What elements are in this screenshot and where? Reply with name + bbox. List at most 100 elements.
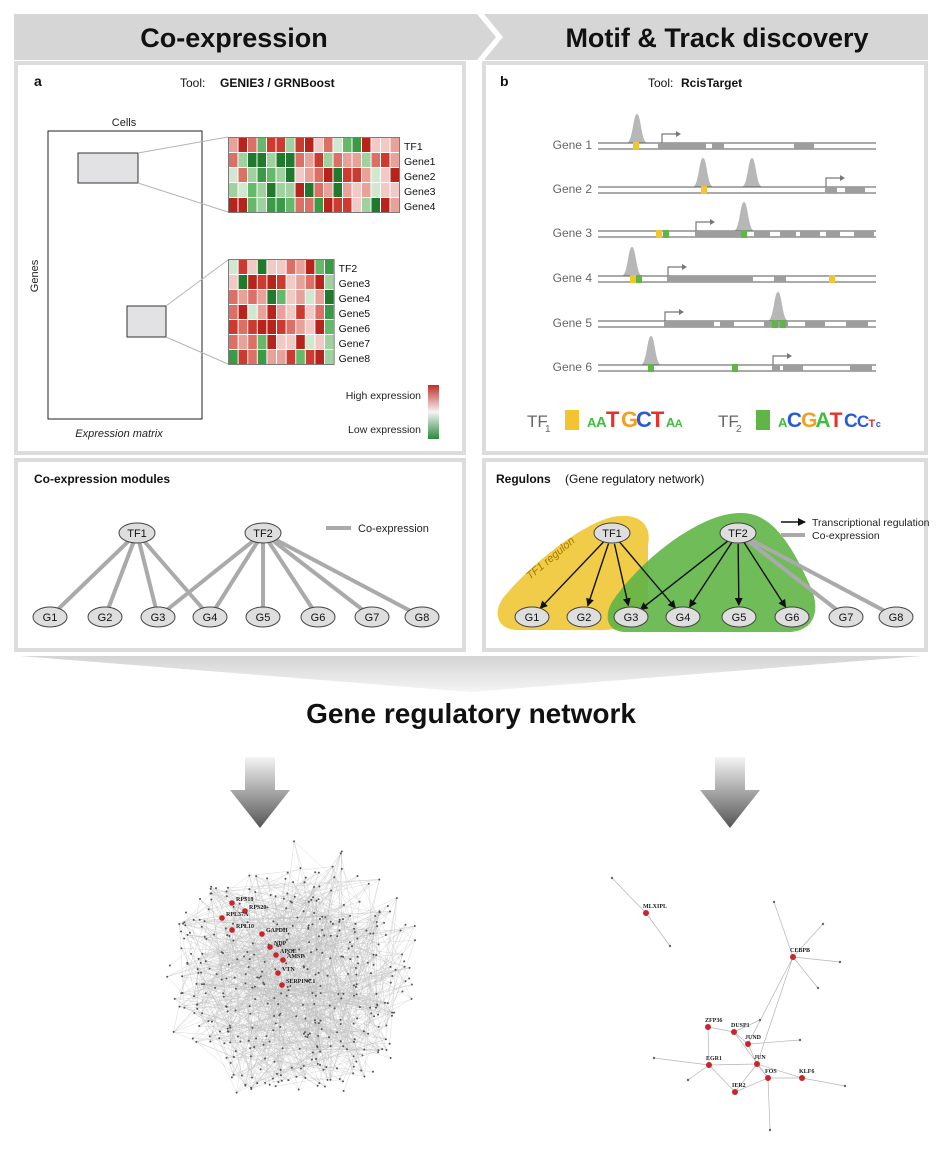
network-node: [246, 951, 249, 954]
hub-node: [280, 957, 286, 963]
gene-node: [774, 606, 810, 628]
network-edge: [708, 1064, 736, 1093]
network-edge: [235, 967, 410, 1011]
network-edge: [278, 954, 374, 1083]
network-edge: [196, 1004, 279, 1083]
network-node: [374, 915, 377, 918]
network-edge: [241, 1048, 283, 1076]
network-node: [313, 1002, 316, 1005]
heatmap-row-label: Gene4: [339, 293, 371, 305]
network-node: [340, 955, 343, 958]
network-edge: [733, 1019, 761, 1033]
network-node: [273, 997, 276, 1000]
zoom-line: [137, 136, 229, 154]
network-node: [403, 965, 406, 968]
network-edge: [305, 877, 413, 985]
heatmap-cell: [343, 183, 352, 197]
heatmap-cell: [324, 198, 333, 212]
network-node: [274, 968, 277, 971]
zoom-line: [137, 182, 229, 213]
network-node: [249, 1012, 252, 1015]
network-node: [366, 961, 369, 964]
network-edge: [733, 1031, 769, 1079]
exon-box: [780, 231, 796, 237]
network-node: [268, 1040, 271, 1043]
heatmap-cell: [333, 198, 342, 212]
network-node: [393, 1011, 396, 1014]
motif-letter: T: [651, 407, 665, 432]
network-node: [372, 963, 375, 966]
network-edge: [194, 1012, 289, 1081]
coexpression-modules: Co-expression modules Co-expression TF1 T…: [32, 472, 440, 628]
heatmap-cell: [305, 290, 315, 304]
zoom-line: [165, 336, 229, 365]
network-node: [181, 975, 184, 978]
network-node: [228, 935, 231, 938]
network-edge: [255, 891, 393, 1013]
network-node: [205, 937, 208, 940]
gene-node: [566, 606, 602, 628]
network-node: [320, 1028, 323, 1031]
hub-node: [267, 944, 273, 950]
network-edge: [173, 956, 245, 1033]
heatmap-cell: [371, 168, 380, 182]
network-edge: [250, 978, 410, 1057]
heatmap-row-label: Gene3: [404, 186, 436, 198]
network-node: [610, 876, 614, 880]
network-edge: [280, 987, 288, 1076]
network-edge: [173, 963, 287, 1033]
heatmap-cell: [267, 168, 276, 182]
network-node: [304, 876, 307, 879]
gene-node: [514, 606, 550, 628]
heatmap-cell: [315, 335, 324, 349]
gene-node: [613, 606, 649, 628]
grn-title: Gene regulatory network: [306, 698, 636, 729]
network-node: [361, 1054, 364, 1057]
expression-color-legend: [428, 385, 439, 439]
network-node: [263, 1057, 266, 1060]
motif-letter: C: [844, 411, 858, 432]
hub-label: DUSP1: [731, 1023, 750, 1029]
network-edge: [357, 963, 393, 977]
network-node: [340, 997, 343, 1000]
network-node: [342, 918, 345, 921]
chip-peak: [742, 158, 762, 187]
network-node: [261, 970, 264, 973]
tf-node: [719, 522, 757, 544]
coexpression-edge: [156, 531, 265, 619]
exon-box: [658, 143, 706, 149]
heatmap-cell: [314, 183, 323, 197]
network-node: [339, 852, 342, 855]
network-edge: [296, 1076, 344, 1082]
network-edge: [288, 933, 374, 1081]
network-edge: [181, 948, 342, 957]
network-node: [228, 1024, 231, 1027]
network-node: [353, 1038, 356, 1041]
network-node: [333, 876, 336, 879]
network-node: [311, 991, 314, 994]
network-node: [218, 1037, 221, 1040]
heatmap-cell: [390, 168, 399, 182]
network-edge: [288, 933, 310, 943]
network-node: [266, 1002, 269, 1005]
hub-node: [799, 1075, 805, 1081]
network-edge: [377, 898, 398, 1015]
network-node: [383, 1001, 386, 1004]
network-edge: [249, 875, 293, 903]
hub-node: [732, 1089, 738, 1095]
network-edge: [182, 952, 312, 977]
network-node: [352, 1022, 355, 1025]
heatmap-cell: [257, 320, 267, 334]
network-node: [339, 1018, 342, 1021]
network-edge: [226, 895, 304, 912]
network-node: [313, 886, 316, 889]
gene-track-label: Gene 4: [553, 271, 593, 285]
network-node: [203, 935, 206, 938]
heatmap-cell: [286, 335, 296, 349]
heatmap-cell: [295, 138, 304, 152]
heatmap-cell: [267, 183, 276, 197]
heatmap-cell: [238, 275, 248, 289]
gene-node-label: G8: [889, 612, 904, 624]
gene-track: Gene 1: [553, 114, 876, 152]
network-edge: [235, 907, 268, 989]
